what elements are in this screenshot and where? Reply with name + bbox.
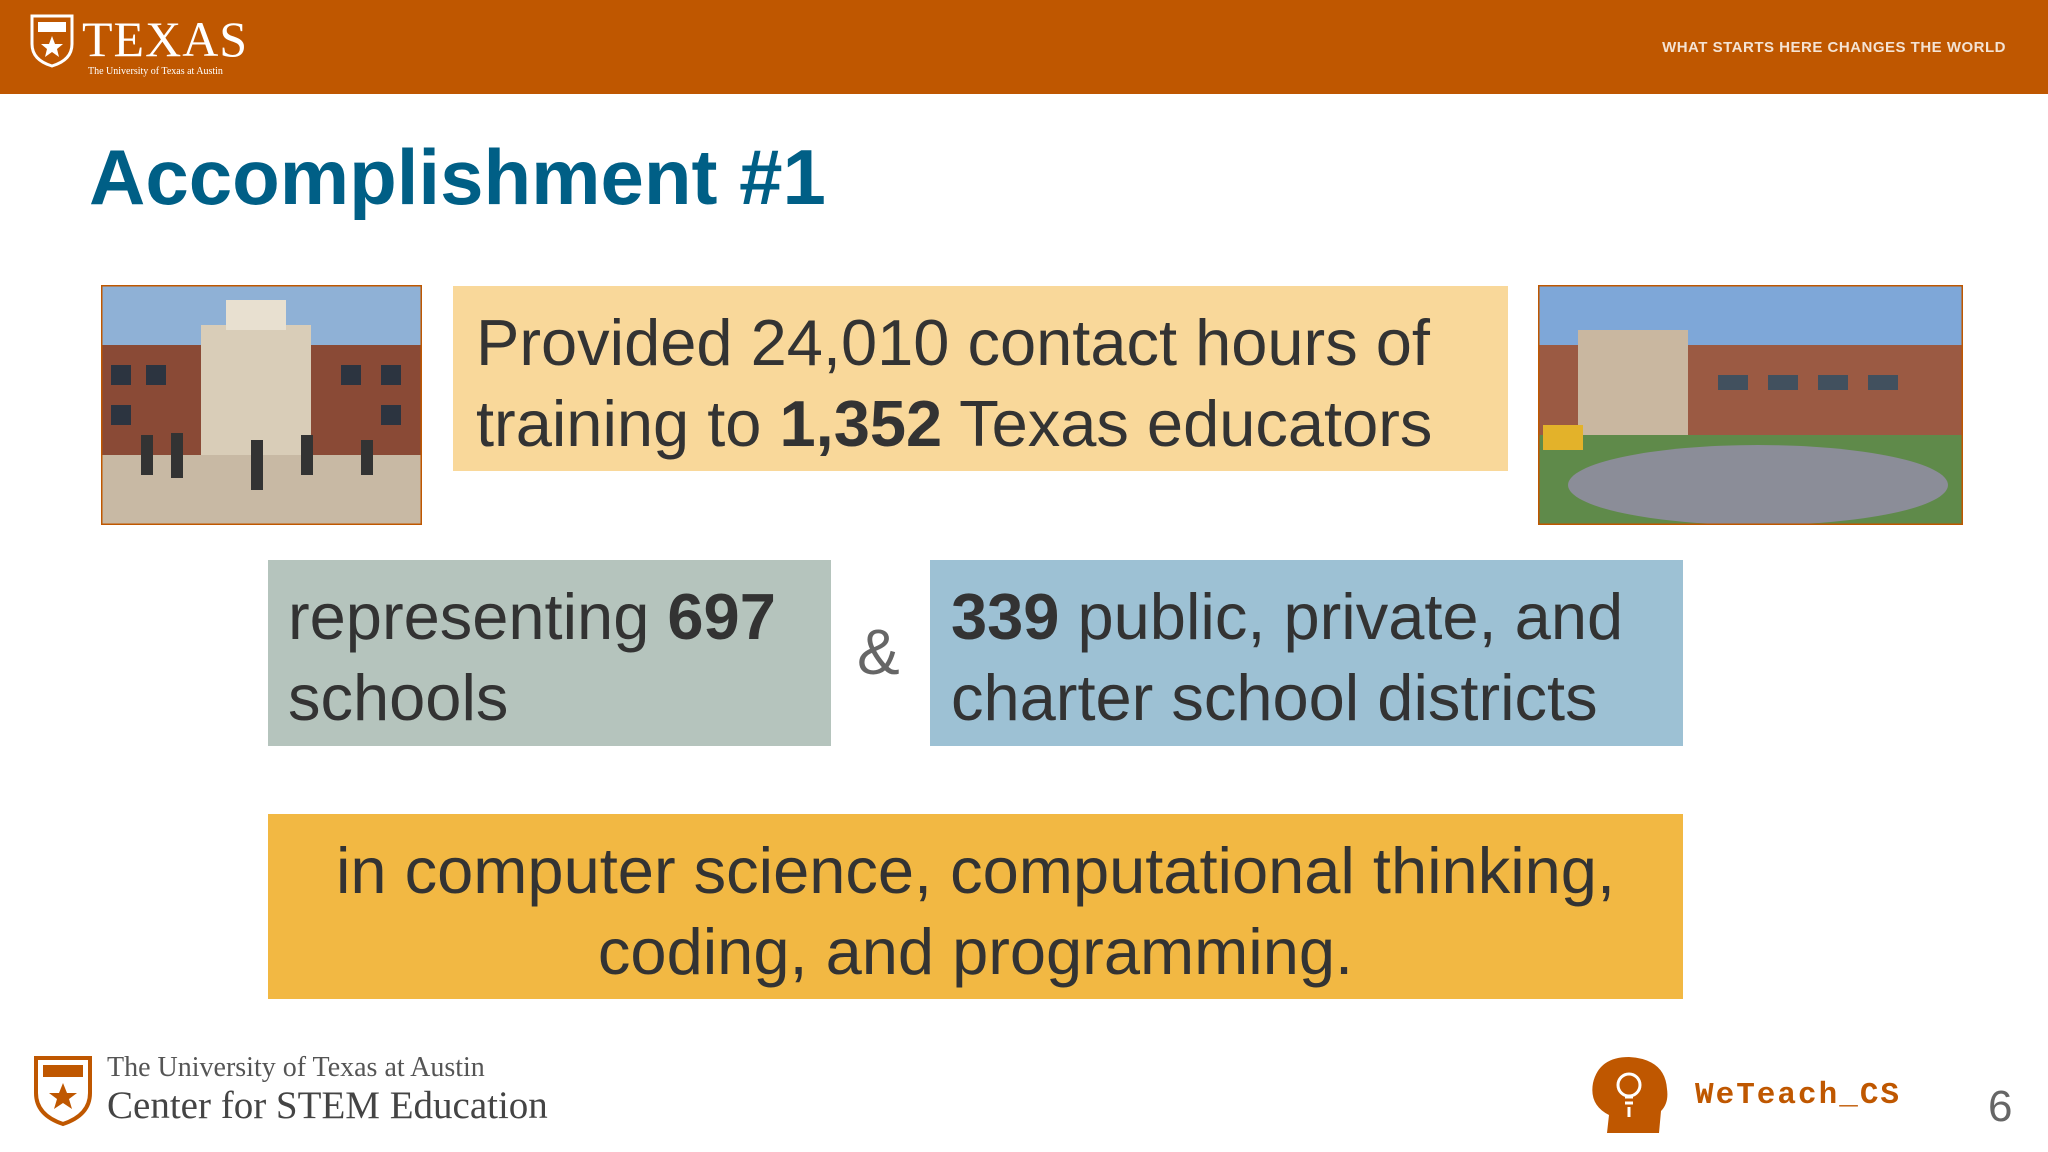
logo-subtitle: The University of Texas at Austin [88, 66, 223, 77]
campus-rendering [1538, 285, 1963, 525]
org-line: The University of Texas at Austin [107, 1052, 485, 1083]
logo-text: TEXAS [82, 11, 249, 67]
text-segment: charter school districts [951, 661, 1598, 734]
bold-text: 339 [951, 580, 1060, 653]
text-segment: in computer science, computational think… [335, 834, 1616, 907]
connector: & [857, 616, 900, 688]
text-line: training to 1,352 Texas educators [476, 383, 1508, 464]
text-box: representing 697 schools [268, 560, 831, 746]
text-line: in computer science, computational think… [268, 830, 1683, 911]
text-line: schools [288, 657, 831, 738]
bold-text: 697 [667, 580, 776, 653]
text-segment: coding, and programming. [597, 915, 1354, 988]
brand-name: WeTeach_CS [1695, 1078, 1902, 1113]
text-line: Provided 24,010 contact hours of [476, 302, 1508, 383]
text-segment: schools [288, 661, 509, 734]
text-box: 339 public, private, and charter school d… [930, 560, 1683, 746]
text-segment: representing [288, 580, 668, 653]
text-line: 339 public, private, and [951, 576, 1683, 657]
shield-logo [30, 14, 74, 68]
text-box: Provided 24,010 contact hours of training… [453, 286, 1508, 471]
tagline: WHAT STARTS HERE CHANGES THE WORLD [1662, 39, 2006, 56]
bold-text: 1,352 [779, 387, 943, 460]
text-line: representing 697 [288, 576, 831, 657]
text-segment: Texas educators [942, 387, 1433, 460]
text-line: coding, and programming. [268, 911, 1683, 992]
text-line: charter school districts [951, 657, 1683, 738]
text-segment: public, private, and [1059, 580, 1624, 653]
school-photo [101, 285, 422, 525]
header-bar [0, 0, 2048, 94]
weteach-logo [1592, 1057, 1668, 1133]
slide-title: Accomplishment #1 [89, 133, 826, 221]
org-line: Center for STEM Education [107, 1084, 548, 1127]
text-segment: Provided 24,010 contact hours of [476, 306, 1430, 379]
center-logo [34, 1056, 92, 1127]
text-segment: training to [476, 387, 780, 460]
text-box: in computer science, computational think… [268, 814, 1683, 999]
page-number: 6 [1988, 1082, 2013, 1131]
